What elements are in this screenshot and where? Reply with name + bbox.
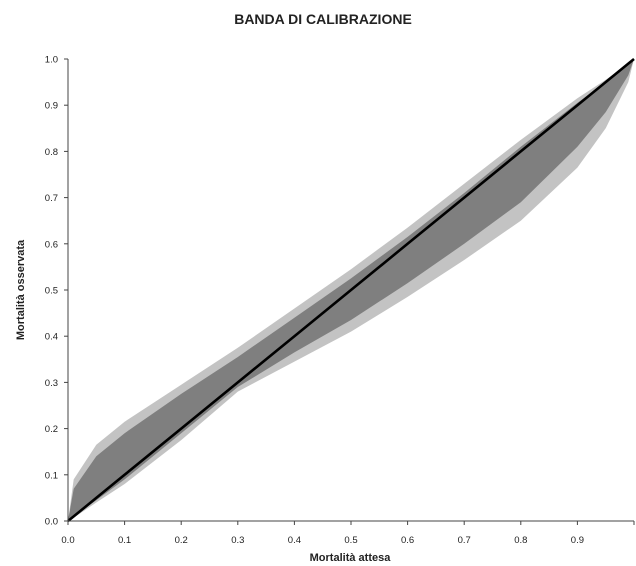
y-tick-label: 0.7 (45, 193, 58, 204)
x-tick-label: 0.1 (118, 535, 131, 546)
y-tick-label: 0.2 (45, 424, 58, 435)
y-axis-label: Mortalità osservata (15, 239, 27, 340)
y-tick-label: 0.4 (45, 332, 58, 343)
y-tick-label: 0.9 (45, 101, 58, 112)
y-tick-label: 0.8 (45, 147, 58, 158)
x-tick-label: 0.5 (344, 535, 357, 546)
y-tick-label: 0.3 (45, 378, 58, 389)
x-tick-label: 0.8 (514, 535, 527, 546)
tick-layer: 0.0 0.1 0.2 0.3 0.4 0.5 0.6 0.7 0.8 0.9 1.0 0.0 0.1 0… (45, 55, 635, 546)
diagonal-line (67, 57, 635, 523)
x-tick-label: 0.4 (288, 535, 301, 546)
x-tick-label: 0.3 (231, 535, 244, 546)
x-tick-label: 0.7 (458, 535, 471, 546)
x-tick-label: 0.0 (61, 535, 74, 546)
y-tick-label: 0.1 (45, 470, 58, 481)
x-axis-label: Mortalità attesa (310, 552, 392, 564)
y-tick-label: 1.0 (45, 55, 58, 66)
x-tick-label: 0.2 (175, 535, 188, 546)
y-tick-label: 0.6 (45, 239, 58, 250)
chart-title: BANDA DI CALIBRAZIONE (234, 11, 412, 27)
x-tick-label: 0.9 (571, 535, 584, 546)
y-tick-label: 0.0 (45, 517, 58, 528)
band-layer (67, 57, 635, 523)
y-tick-label: 0.5 (45, 286, 58, 297)
x-tick-label: 0.6 (401, 535, 414, 546)
